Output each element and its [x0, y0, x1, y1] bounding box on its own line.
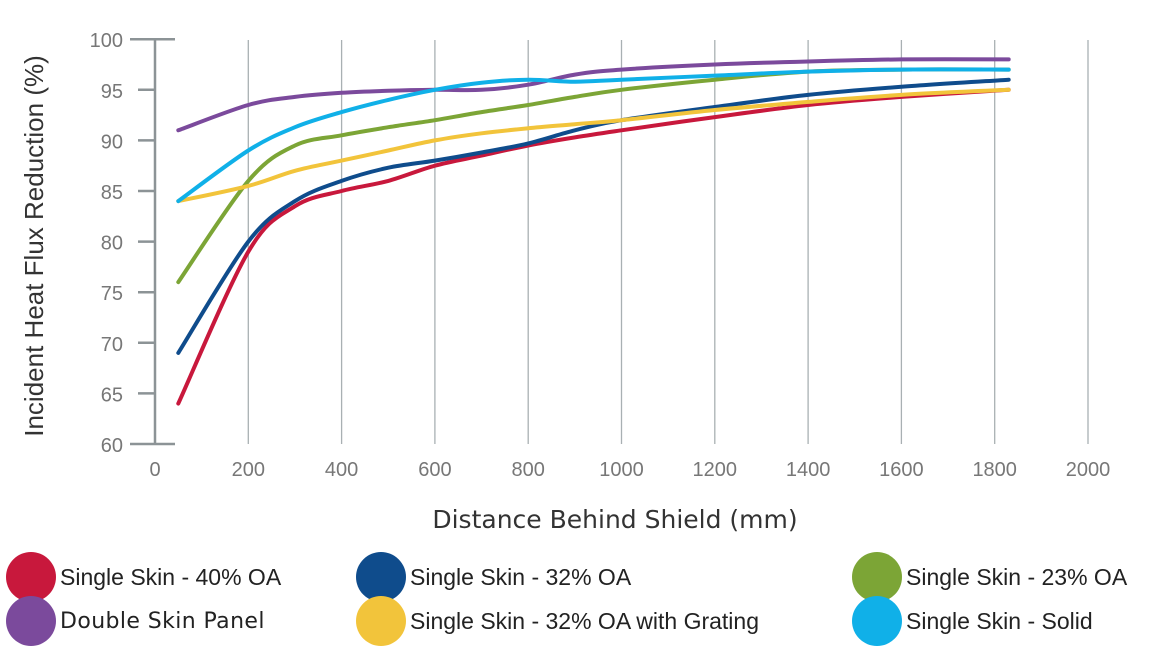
y-tick-label-95: 95 — [101, 81, 123, 103]
legend-label-solid: Single Skin - Solid — [906, 607, 1093, 634]
x-axis-label: Distance Behind Shield (mm) — [432, 505, 797, 534]
x-tick-label-1000: 1000 — [599, 459, 644, 481]
legend: Single Skin - 40% OA Single Skin - 32% O… — [0, 548, 1173, 646]
x-tick-label-800: 800 — [512, 459, 545, 481]
y-tick-label-65: 65 — [101, 384, 123, 406]
x-tick-label-200: 200 — [232, 459, 265, 481]
y-axis-label: Incident Heat Flux Reduction (%) — [19, 55, 49, 437]
legend-swatch-32-oa-grating — [356, 596, 406, 646]
x-tick-label-1600: 1600 — [879, 459, 924, 481]
legend-swatch-32-oa — [356, 552, 406, 602]
series-line-double-skin-panel — [176, 57, 1011, 133]
y-tick-label-70: 70 — [101, 334, 123, 356]
x-tick-label-600: 600 — [418, 459, 451, 481]
series-line-single-skin-23-oa — [176, 67, 1011, 285]
legend-swatch-40-oa — [6, 552, 56, 602]
x-tick-label-1800: 1800 — [972, 459, 1017, 481]
legend-item-solid: Single Skin - Solid — [852, 596, 1093, 646]
y-axis: 60 65 70 75 80 85 90 95 100 — [90, 30, 175, 457]
legend-label-double-skin: Double Skin Panel — [60, 608, 265, 634]
x-axis: 0 200 400 600 800 1000 1200 1400 1600 1800 2000 — [149, 459, 1110, 481]
series-line-single-skin-32-oa — [176, 77, 1011, 355]
x-tick-label-1400: 1400 — [786, 459, 831, 481]
y-tick-label-85: 85 — [101, 182, 123, 204]
x-tick-label-1200: 1200 — [693, 459, 738, 481]
legend-swatch-23-oa — [852, 552, 902, 602]
y-tick-label-75: 75 — [101, 283, 123, 305]
x-tick-label-2000: 2000 — [1066, 459, 1111, 481]
legend-label-32-oa: Single Skin - 32% OA — [410, 563, 632, 590]
legend-label-40-oa: Single Skin - 40% OA — [60, 563, 282, 590]
y-tick-label-90: 90 — [101, 131, 123, 153]
legend-item-32-oa-grating: Single Skin - 32% OA with Grating — [356, 596, 759, 646]
gridlines — [247, 40, 1089, 444]
legend-swatch-solid — [852, 596, 902, 646]
y-tick-label-80: 80 — [101, 233, 123, 255]
y-tick-label-100: 100 — [90, 30, 123, 52]
y-tick-label-60: 60 — [101, 435, 123, 457]
series-line-single-skin-solid — [176, 67, 1011, 204]
legend-item-32-oa: Single Skin - 32% OA — [356, 552, 631, 602]
legend-item-23-oa: Single Skin - 23% OA — [852, 552, 1127, 602]
series-lines — [176, 57, 1011, 406]
series-line-single-skin-40-oa — [176, 87, 1011, 406]
legend-item-40-oa: Single Skin - 40% OA — [6, 552, 281, 602]
series-line-single-skin-32-oa-with-grating — [176, 87, 1011, 204]
x-tick-label-400: 400 — [325, 459, 358, 481]
legend-swatch-double-skin — [6, 596, 56, 646]
legend-item-double-skin: Double Skin Panel — [6, 596, 265, 646]
legend-label-23-oa: Single Skin - 23% OA — [906, 563, 1128, 590]
legend-label-32-oa-grating: Single Skin - 32% OA with Grating — [410, 607, 759, 634]
x-tick-label-0: 0 — [149, 459, 160, 481]
